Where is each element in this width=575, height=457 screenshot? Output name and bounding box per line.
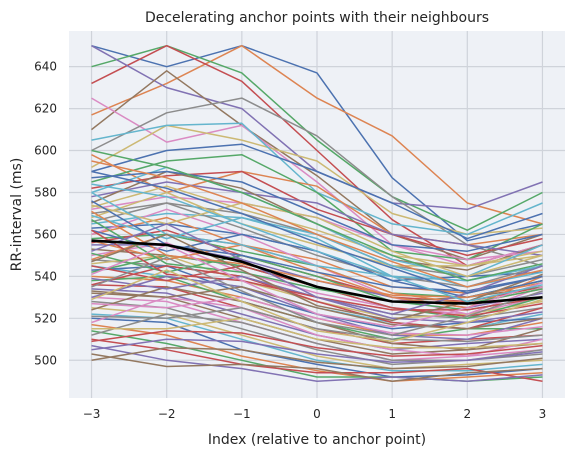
series-line-79 (91, 183, 543, 303)
series-line-1 (91, 44, 543, 225)
series-line-81 (91, 160, 543, 288)
series-line-68 (91, 317, 543, 349)
y-tick-label: 620 (34, 102, 57, 116)
series-line-83 (91, 330, 543, 357)
series-line-43 (91, 338, 543, 382)
series-line-10 (91, 143, 543, 240)
series-line-78 (91, 269, 543, 343)
x-tick-labels: −3 −2 −1 0 1 2 3 (83, 407, 547, 421)
x-axis-label: Index (relative to anchor point) (208, 432, 426, 448)
series-line-40 (91, 317, 543, 378)
series-line-67 (91, 307, 543, 343)
x-tick-label: 1 (388, 407, 396, 421)
series-line-80 (91, 170, 543, 294)
y-tick-label: 540 (34, 269, 57, 283)
x-tick-label: 2 (463, 407, 471, 421)
series-line-82 (91, 149, 543, 282)
series-line-44 (91, 344, 543, 382)
x-tick-label: −2 (158, 407, 176, 421)
series-line-84 (91, 338, 543, 364)
series-line-71 (91, 210, 543, 299)
series-line-13 (91, 170, 543, 257)
series-line-45 (91, 353, 543, 382)
series-line-85 (91, 346, 543, 370)
series-line-14 (91, 181, 543, 257)
y-tick-labels: 500 520 540 560 580 600 620 640 (34, 60, 57, 368)
y-tick-label: 560 (34, 227, 57, 241)
chart-title: Decelerating anchor points with their ne… (145, 10, 489, 26)
series-line-50 (91, 170, 543, 252)
x-tick-label: −1 (233, 407, 251, 421)
x-tick-label: −3 (83, 407, 101, 421)
series-layer (91, 44, 543, 382)
series-line-65 (91, 286, 543, 330)
series-line-0 (91, 44, 543, 242)
series-line-77 (91, 256, 543, 336)
y-tick-label: 600 (34, 144, 57, 158)
x-tick-label: 0 (313, 407, 321, 421)
mean-layer (91, 239, 543, 305)
y-tick-label: 580 (34, 185, 57, 199)
y-tick-label: 640 (34, 60, 57, 74)
y-tick-label: 500 (34, 353, 57, 367)
mean-line (91, 239, 543, 305)
series-line-41 (91, 323, 543, 382)
y-tick-label: 520 (34, 311, 57, 325)
x-tick-label: 3 (539, 407, 547, 421)
series-line-48 (91, 185, 543, 267)
series-line-66 (91, 296, 543, 336)
y-axis-label: RR-interval (ms) (9, 158, 25, 272)
